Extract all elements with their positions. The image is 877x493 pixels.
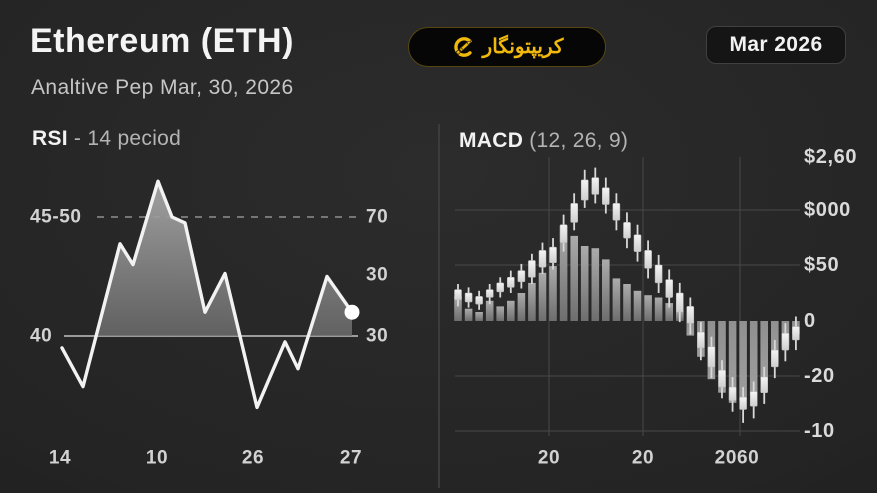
rsi-section-title: RSI - 14 peciod — [32, 127, 181, 151]
rsi-end-dot — [344, 304, 360, 320]
macd-y-tick-label: $2,60 — [804, 146, 858, 168]
rsi-title-main: RSI — [32, 127, 68, 150]
brand-badge[interactable]: کریپتونگار — [408, 27, 606, 67]
brand-badge-label: کریپتونگار — [482, 36, 564, 58]
rsi-x-tick-label: 26 — [241, 447, 265, 469]
rsi-chart — [60, 179, 360, 410]
macd-title-main: MACD — [459, 129, 524, 152]
date-badge[interactable]: Mar 2026 — [706, 26, 846, 64]
macd-y-tick-label: -10 — [804, 420, 835, 442]
macd-gridlines — [455, 157, 800, 436]
macd-y-tick-label: -20 — [804, 365, 835, 387]
rsi-level-label-right: 30 — [366, 325, 389, 347]
macd-y-tick-label: $000 — [804, 199, 851, 221]
macd-x-tick-label: 2060 — [714, 447, 760, 469]
macd-y-tick-label: 0 — [804, 310, 816, 332]
macd-title-detail: (12, 26, 9) — [529, 129, 629, 152]
macd-candles — [454, 167, 800, 423]
macd-x-tick-label: 20 — [537, 447, 561, 469]
rsi-line — [60, 179, 354, 410]
rsi-level-label-left: 45-50 — [30, 206, 82, 228]
rsi-x-tick-label: 10 — [145, 447, 169, 469]
panel-divider — [438, 124, 440, 488]
macd-x-tick-label: 20 — [631, 447, 655, 469]
rsi-level-label-right: 70 — [366, 206, 389, 228]
macd-section-title: MACD (12, 26, 9) — [459, 129, 628, 153]
page-title: Ethereum (ETH) — [30, 22, 294, 60]
rsi-title-detail: - 14 peciod — [73, 127, 182, 150]
page-subtitle: Analtive Pep Mar, 30, 2026 — [31, 76, 294, 99]
rsi-level-label-left: 40 — [30, 325, 53, 347]
macd-y-tick-label: $50 — [804, 254, 840, 276]
crypto-pencil-logo-icon — [453, 37, 472, 57]
rsi-area-fill — [62, 181, 352, 336]
rsi-x-tick-label: 27 — [339, 447, 363, 469]
rsi-level-label-right: 30 — [366, 264, 389, 286]
rsi-x-tick-label: 14 — [48, 447, 72, 469]
